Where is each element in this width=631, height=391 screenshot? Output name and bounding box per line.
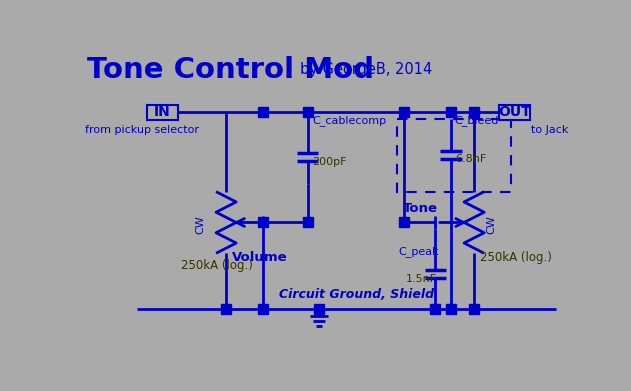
Text: C_peak: C_peak — [398, 246, 439, 257]
Text: by GeorgeB, 2014: by GeorgeB, 2014 — [300, 62, 432, 77]
Text: 250kA (log.): 250kA (log.) — [480, 251, 552, 264]
Bar — [147, 105, 178, 120]
Text: Tone: Tone — [403, 202, 438, 215]
Text: 250kA (log.): 250kA (log.) — [181, 259, 253, 272]
Text: Circuit Ground, Shield: Circuit Ground, Shield — [279, 288, 434, 301]
Text: 6.8nF: 6.8nF — [455, 154, 486, 165]
Text: C_cablecomp: C_cablecomp — [312, 115, 386, 126]
Text: CW: CW — [195, 215, 205, 234]
Text: from pickup selector: from pickup selector — [85, 125, 199, 135]
Bar — [397, 118, 511, 192]
Text: OUT: OUT — [498, 105, 531, 119]
Text: Volume: Volume — [232, 251, 288, 264]
Text: to Jack: to Jack — [531, 125, 569, 135]
Text: 1.5nF: 1.5nF — [406, 274, 437, 284]
Text: 200pF: 200pF — [312, 157, 346, 167]
Bar — [499, 105, 530, 120]
Text: C_bleed: C_bleed — [455, 115, 499, 126]
Text: CW: CW — [487, 215, 497, 234]
Text: IN: IN — [154, 105, 171, 119]
Text: Tone Control Mod: Tone Control Mod — [86, 56, 374, 84]
